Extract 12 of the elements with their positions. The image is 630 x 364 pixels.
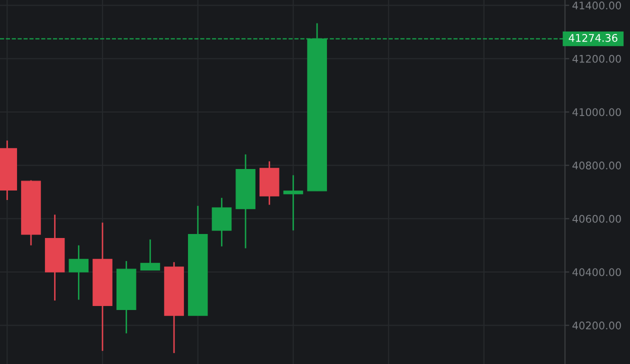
y-tick-label: 40600.00: [572, 214, 621, 223]
y-tick-label: 41400.00: [572, 2, 621, 10]
ref-line-label: 41274.36: [568, 34, 618, 42]
candlestick: [140, 238, 160, 271]
candlestick: [283, 174, 304, 232]
y-tick-label: 40200.00: [572, 322, 621, 330]
candlestick: [212, 197, 232, 248]
y-tick-label: 41000.00: [572, 108, 621, 116]
y-tick-label: 41200.00: [572, 54, 621, 63]
y-tick-label: 40400.00: [572, 268, 621, 276]
y-tick-label: 40800.00: [572, 162, 621, 170]
candlestick: [68, 244, 89, 300]
